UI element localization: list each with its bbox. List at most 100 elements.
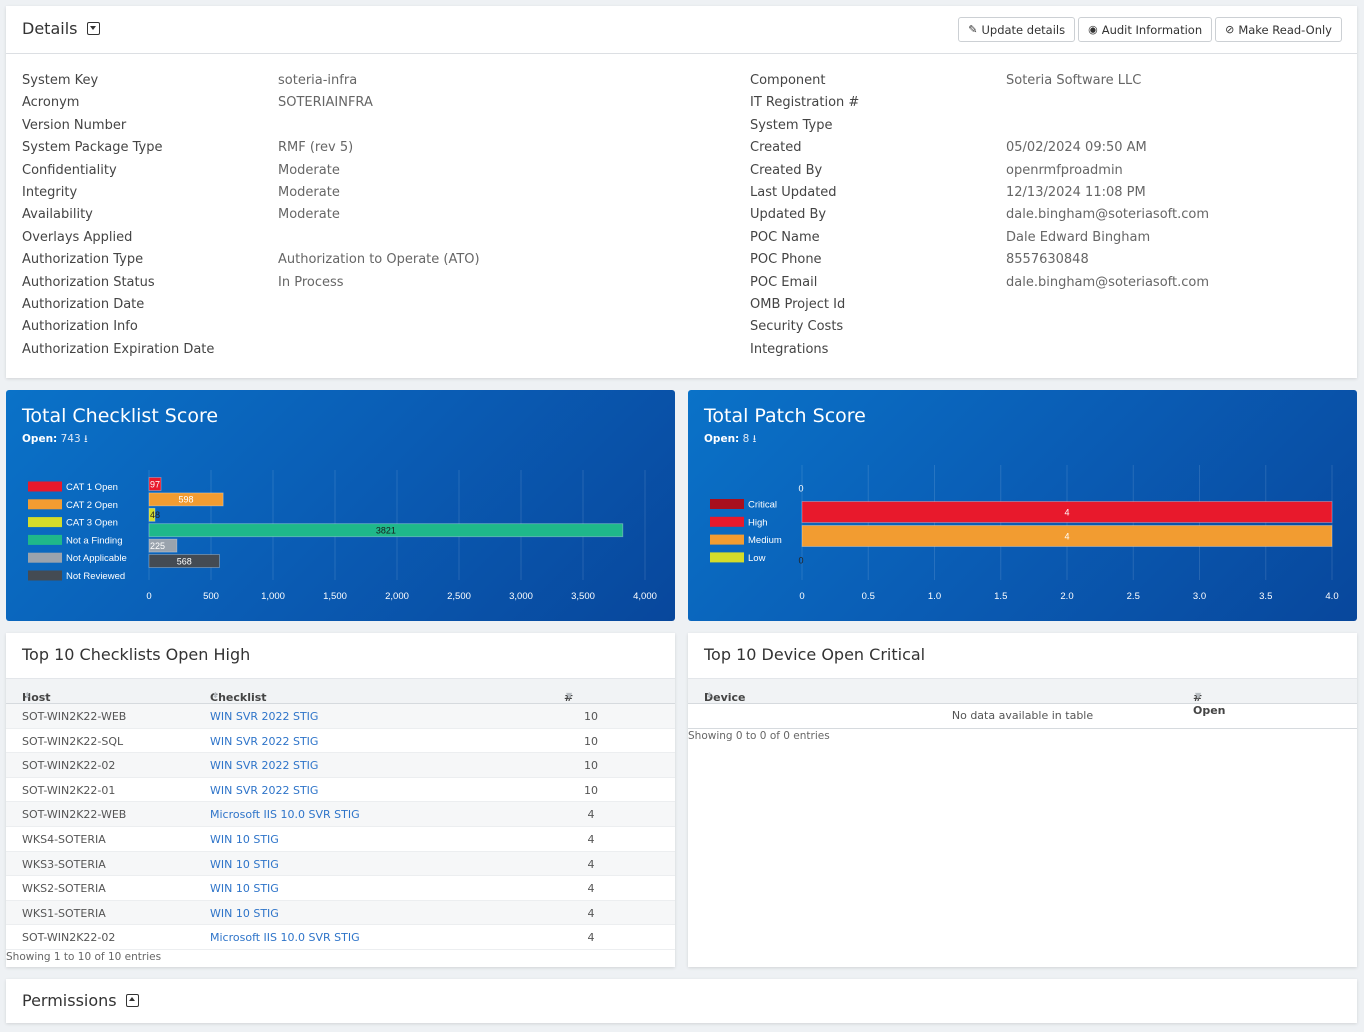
checklist-link[interactable]: WIN 10 STIG (210, 882, 279, 896)
bar-not-a-finding[interactable] (148, 523, 624, 538)
open-count-cell: 4 (587, 882, 595, 896)
legend-swatch[interactable] (710, 516, 744, 527)
collapse-toggle-icon[interactable] (86, 22, 100, 35)
legend-label[interactable]: Not Reviewed (66, 571, 125, 582)
make-read-only-button[interactable]: ⊘ Make Read-Only (1215, 17, 1342, 42)
field-value (278, 115, 718, 137)
checklist-link[interactable]: WIN SVR 2022 STIG (210, 734, 319, 748)
data-label: 568 (177, 556, 192, 566)
checklist-link[interactable]: WIN 10 STIG (210, 906, 279, 920)
open-count-cell: 10 (584, 710, 598, 723)
field-label: Overlays Applied (22, 229, 133, 245)
permissions-title-text: Permissions (22, 991, 117, 1010)
legend-swatch[interactable] (28, 481, 62, 492)
legend-label[interactable]: Medium (748, 535, 782, 546)
legend-label[interactable]: Low (748, 553, 766, 564)
update-details-button[interactable]: ✎ Update details (958, 17, 1076, 42)
legend-swatch[interactable] (28, 570, 62, 581)
bar-cat-2-open[interactable] (148, 492, 224, 507)
legend-label[interactable]: CAT 2 Open (66, 500, 118, 511)
top-devices-panel: Top 10 Device Open Critical Device ⬍ # Op… (688, 633, 1357, 967)
x-tick-label: 3.0 (1193, 591, 1206, 602)
legend-swatch[interactable] (28, 499, 62, 510)
field-label: Authorization Type (22, 252, 144, 268)
legend-label[interactable]: High (748, 517, 768, 528)
host-cell: SOT-WIN2K22-01 (22, 783, 116, 797)
details-title[interactable]: Details (22, 19, 100, 38)
host-cell: SOT-WIN2K22-02 (22, 931, 116, 945)
checklist-link[interactable]: Microsoft IIS 10.0 SVR STIG (210, 808, 360, 822)
legend-label[interactable]: Critical (748, 500, 777, 511)
checklist-open-count: Open: 743 ⭳ (22, 431, 88, 449)
legend-label[interactable]: Not Applicable (66, 553, 127, 564)
data-label: 4 (1064, 507, 1069, 517)
legend-swatch[interactable] (710, 499, 744, 509)
legend-swatch[interactable] (28, 517, 62, 528)
field-value: 05/02/2024 09:50 AM (1006, 140, 1147, 156)
host-cell: SOT-WIN2K22-02 (22, 759, 116, 773)
table-row: SOT-WIN2K22-02 Microsoft IIS 10.0 SVR STI… (6, 925, 675, 950)
details-panel: Details ✎ Update details ◉ Audit Informa… (6, 6, 1357, 378)
field-label: POC Email (750, 274, 818, 290)
bar-medium[interactable] (801, 525, 1333, 547)
field-label: Availability (22, 207, 93, 223)
permissions-title[interactable]: Permissions (22, 991, 139, 1010)
checklist-link[interactable]: Microsoft IIS 10.0 SVR STIG (210, 931, 360, 945)
table-row: SOT-WIN2K22-WEB WIN SVR 2022 STIG 10 (6, 704, 675, 729)
open-count-cell: 4 (587, 906, 595, 920)
empty-table-message: No data available in table (688, 704, 1357, 729)
field-value: dale.bingham@soteriasoft.com (1006, 207, 1209, 223)
field-label: Authorization Info (22, 319, 138, 335)
field-value: 12/13/2024 11:08 PM (1006, 184, 1146, 200)
download-icon[interactable]: ⭳ (83, 433, 88, 445)
host-cell: SOT-WIN2K22-WEB (22, 710, 127, 723)
bar-cat-3-open[interactable] (148, 507, 156, 522)
table-info: Showing 1 to 10 of 10 entries (6, 951, 162, 963)
table-header: Host⬍ Checklist⬍ # Open▼ (6, 678, 675, 717)
bar-not-applicable[interactable] (148, 538, 178, 553)
host-header-label: Host (22, 691, 51, 704)
x-tick-label: 1,000 (261, 591, 285, 602)
legend-label[interactable]: CAT 3 Open (66, 518, 118, 529)
legend-swatch[interactable] (710, 552, 744, 563)
x-tick-label: 3.5 (1259, 591, 1272, 602)
field-label: OMB Project Id (750, 296, 846, 312)
expand-toggle-icon[interactable] (125, 994, 139, 1007)
data-label: 97 (150, 479, 160, 489)
x-tick-label: 2,500 (447, 591, 471, 602)
field-label: POC Phone (750, 252, 822, 268)
x-tick-label: 3,500 (571, 591, 595, 602)
audit-information-button[interactable]: ◉ Audit Information (1078, 17, 1213, 42)
host-cell: WKS2-SOTERIA (22, 882, 106, 896)
field-label: Last Updated (750, 184, 837, 200)
field-value: soteria-infra (278, 73, 358, 88)
field-label: Created By (750, 162, 823, 178)
top-checklists-panel: Top 10 Checklists Open High Host ⬍ Checkl… (6, 633, 675, 967)
legend-label[interactable]: CAT 1 Open (66, 482, 118, 493)
checklist-link[interactable]: WIN 10 STIG (210, 857, 279, 871)
data-label: 0 (798, 555, 803, 565)
checklist-open-value: 743 (60, 433, 81, 445)
legend-label[interactable]: Not a Finding (66, 535, 123, 546)
checklist-link[interactable]: WIN SVR 2022 STIG (210, 783, 319, 797)
checklist-link[interactable]: WIN SVR 2022 STIG (210, 710, 319, 723)
field-value: dale.bingham@soteriasoft.com (1006, 274, 1209, 290)
table-row: SOT-WIN2K22-01 WIN SVR 2022 STIG 10 (6, 778, 675, 803)
bar-not-reviewed[interactable] (148, 554, 220, 568)
checklist-link[interactable]: WIN SVR 2022 STIG (210, 759, 319, 773)
legend-swatch[interactable] (28, 534, 62, 545)
bar-high[interactable] (801, 501, 1333, 523)
checklist-link[interactable]: WIN 10 STIG (210, 833, 279, 846)
download-icon[interactable]: ⭳ (752, 433, 757, 445)
sort-icon: ⬍ (212, 691, 219, 700)
legend-swatch[interactable] (28, 552, 62, 563)
data-label: 0 (798, 483, 803, 493)
open-count-cell: 4 (587, 808, 595, 822)
bar-cat-1-open[interactable] (148, 477, 162, 491)
field-label: Integrity (22, 184, 78, 200)
field-label: Acronym (22, 95, 80, 111)
host-cell: WKS3-SOTERIA (22, 857, 106, 871)
legend-swatch[interactable] (710, 534, 744, 545)
details-left-labels: System Key Acronym Version Number System Pa… (22, 70, 272, 361)
field-label: Updated By (750, 207, 827, 223)
